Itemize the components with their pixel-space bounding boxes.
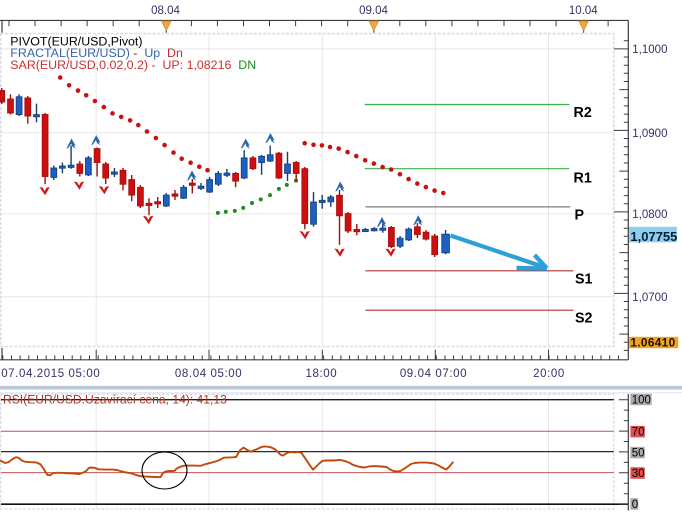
svg-text:FRACTAL(EUR/USD) - Up Dn: FRACTAL(EUR/USD) - Up Dn [10,46,183,60]
svg-text:09.04 07:00: 09.04 07:00 [400,368,467,380]
svg-text:1,0700: 1,0700 [632,292,667,304]
svg-text:RSI(EUR/USD.Uzavírací cena, 14: RSI(EUR/USD.Uzavírací cena, 14): 41,13 [3,393,227,407]
svg-text:30: 30 [632,468,645,480]
svg-text:50: 50 [632,448,645,460]
svg-text:18:00: 18:00 [306,368,338,380]
svg-text:1.06410: 1.06410 [630,335,675,349]
svg-text:08.04: 08.04 [151,5,180,17]
svg-text:0: 0 [632,499,638,511]
svg-text:1,0800: 1,0800 [632,209,667,221]
svg-text:PIVOT(EUR/USD,Pivot): PIVOT(EUR/USD,Pivot) [10,35,142,49]
svg-text:100: 100 [632,395,651,407]
svg-text:20:00: 20:00 [533,368,565,380]
svg-text:P: P [575,207,585,223]
svg-text:09.04: 09.04 [359,5,388,17]
svg-text:08.04 05:00: 08.04 05:00 [175,368,242,380]
svg-text:S2: S2 [575,310,593,326]
svg-text:70: 70 [632,427,645,439]
svg-text:S1: S1 [575,272,593,288]
svg-text:SAR(EUR/USD,0.02,0.2) - UP: 1: SAR(EUR/USD,0.02,0.2) - UP: 1,08216 DN [10,58,256,72]
svg-text:1,1000: 1,1000 [632,44,667,56]
svg-text:R2: R2 [574,105,592,121]
svg-text:07.04.2015 05:00: 07.04.2015 05:00 [1,368,100,380]
svg-text:1,07755: 1,07755 [630,229,677,244]
svg-text:10.04: 10.04 [569,5,598,17]
svg-text:R1: R1 [574,170,592,186]
svg-text:1,0900: 1,0900 [632,128,667,140]
